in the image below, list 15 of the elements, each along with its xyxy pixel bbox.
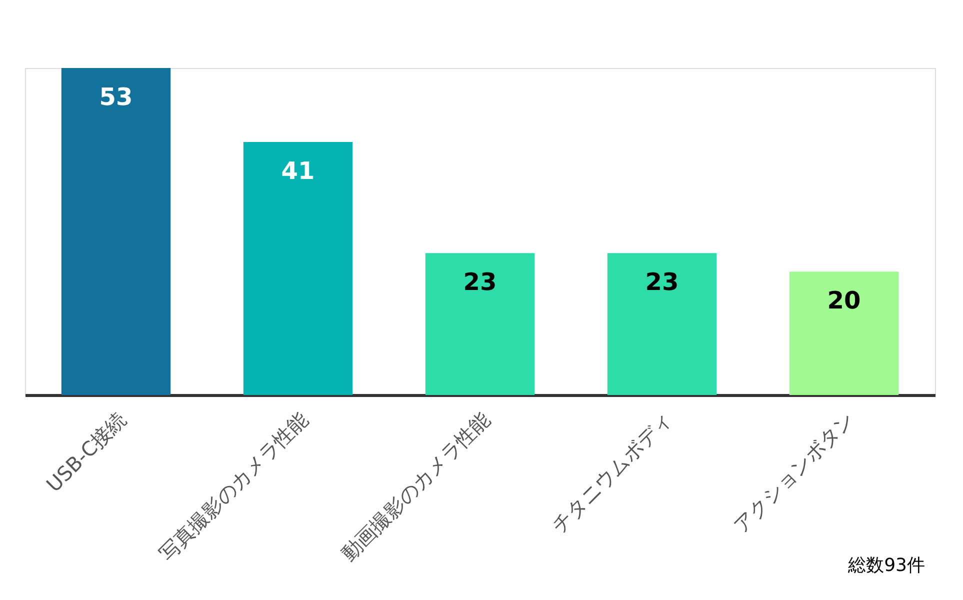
bar bbox=[61, 68, 171, 395]
data-label: 53 bbox=[99, 83, 133, 111]
bar bbox=[243, 142, 353, 395]
bar bbox=[607, 253, 717, 395]
data-label: 23 bbox=[645, 268, 679, 296]
bar bbox=[425, 253, 535, 395]
x-tick-label: チタニウムボディ bbox=[546, 407, 677, 538]
data-label: 41 bbox=[281, 157, 315, 186]
data-label: 23 bbox=[463, 268, 497, 296]
data-label: 20 bbox=[827, 286, 861, 315]
text: 総数93件 bbox=[847, 555, 925, 576]
bar bbox=[789, 272, 899, 395]
x-tick-label: 写真撮影のカメラ性能 bbox=[154, 407, 313, 566]
x-tick-label: アクションボタン bbox=[728, 407, 859, 538]
x-tick-label: 動画撮影のカメラ性能 bbox=[336, 407, 495, 566]
